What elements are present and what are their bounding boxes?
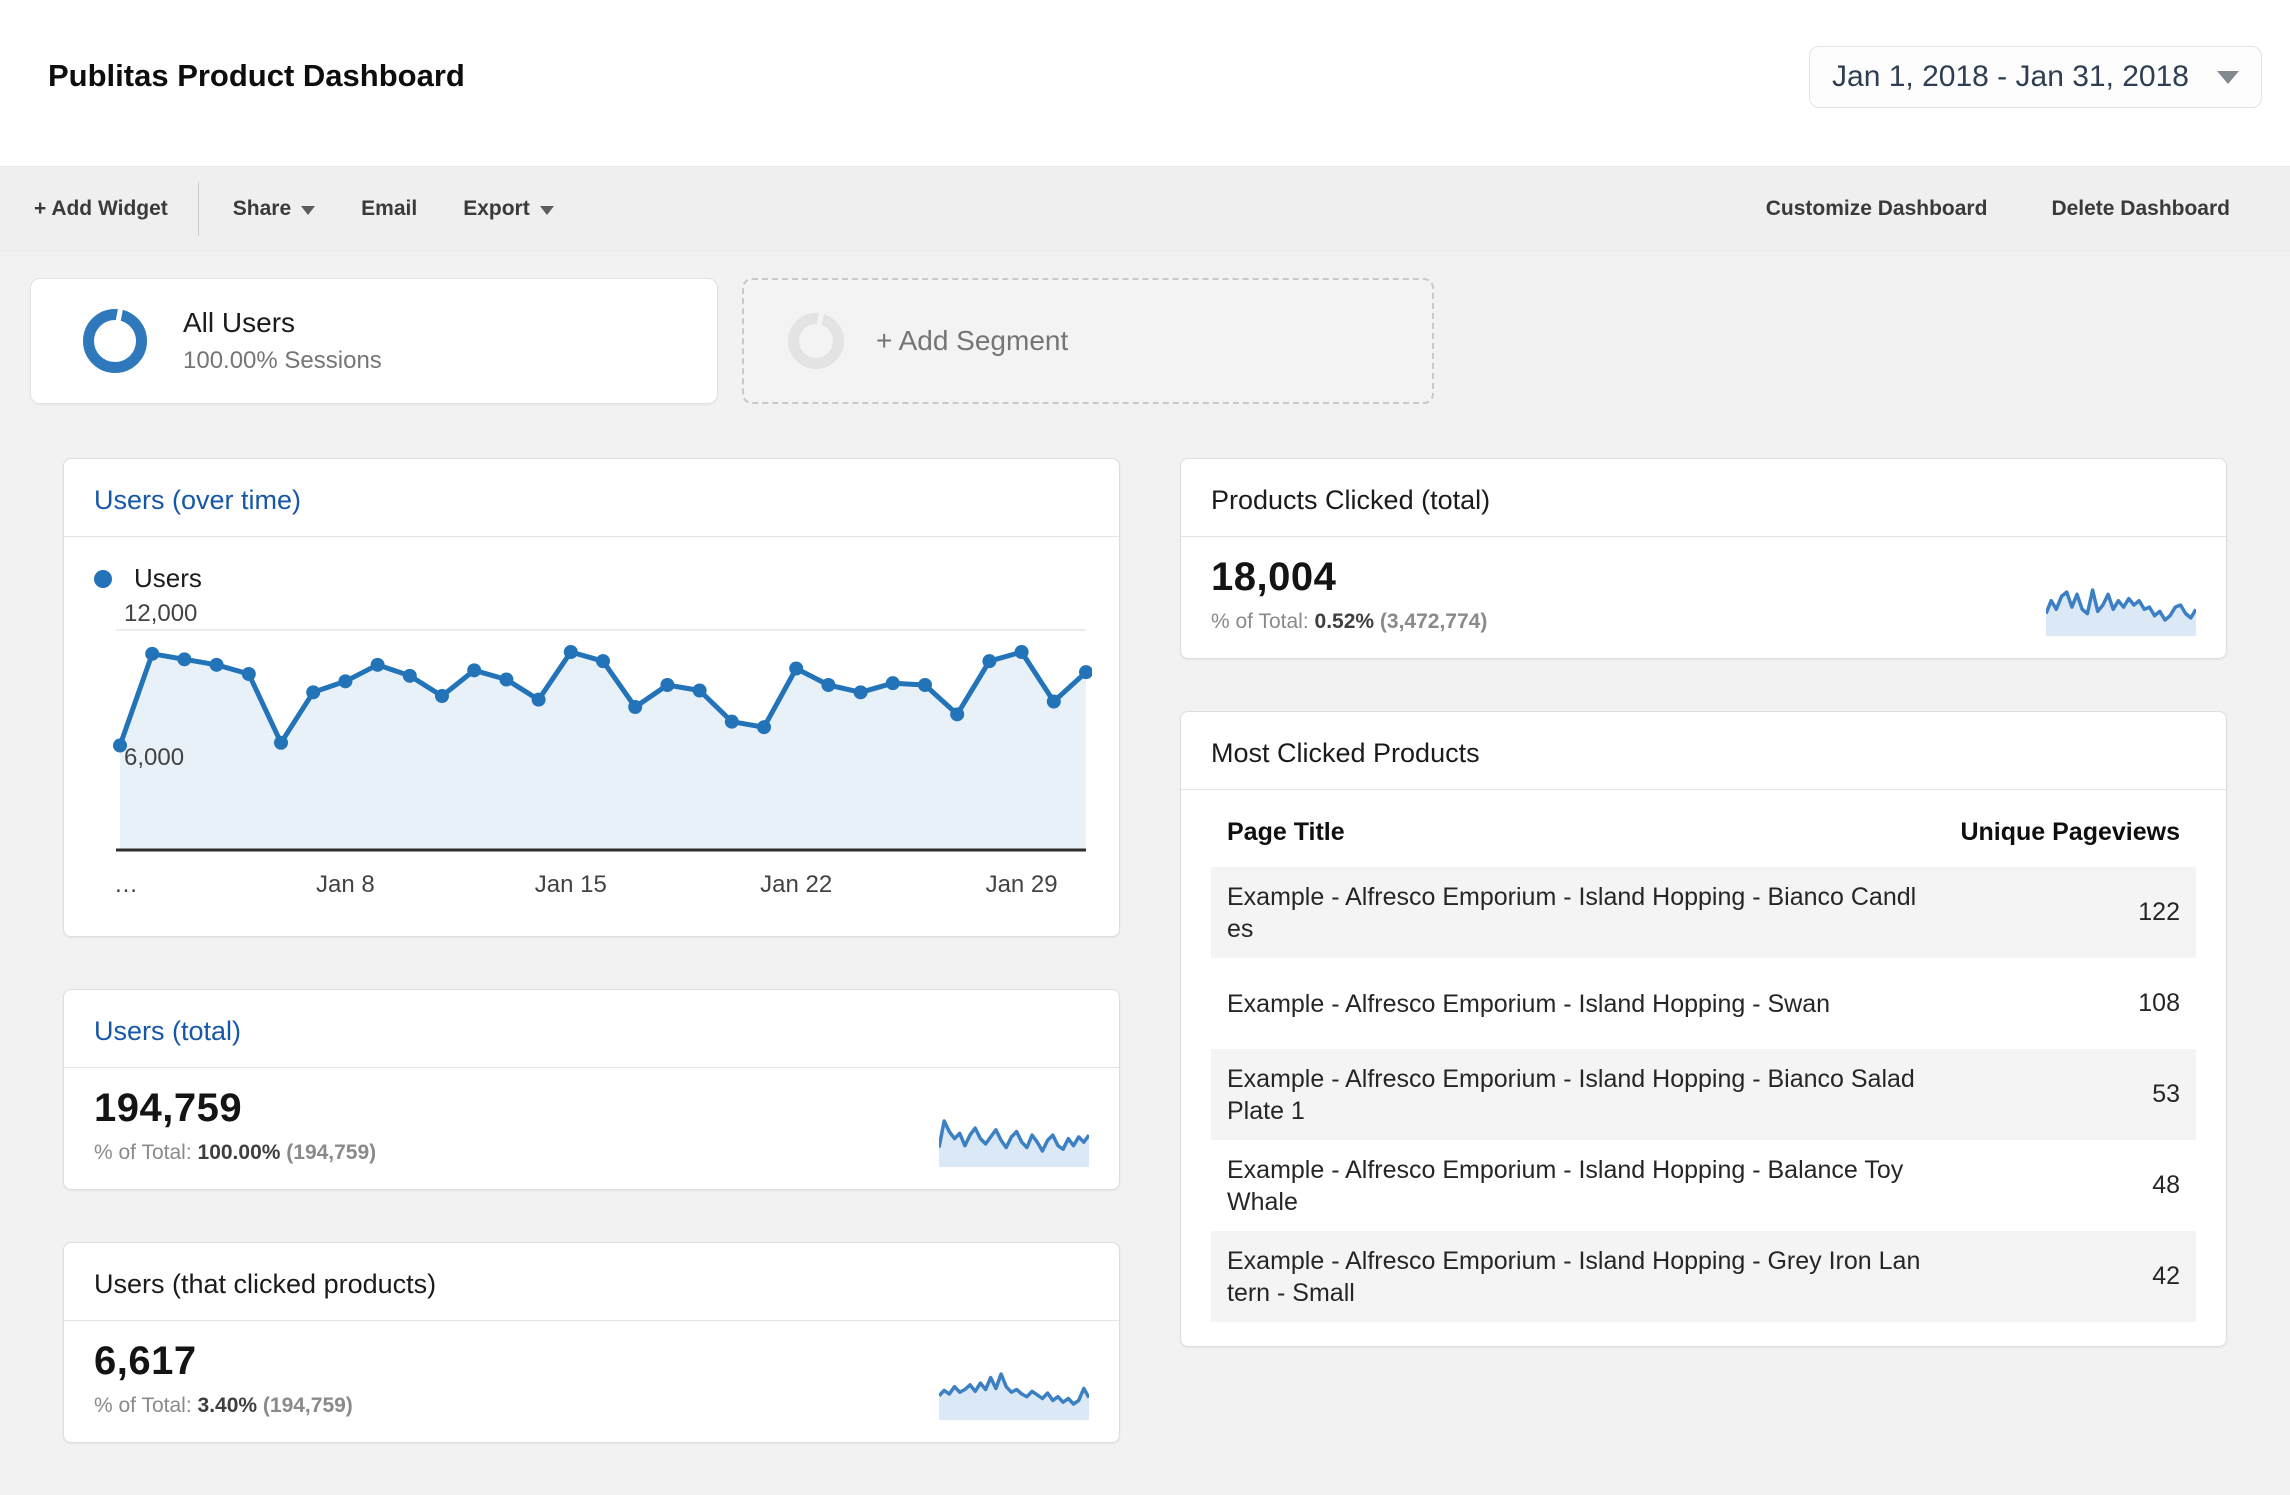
- divider: [1181, 536, 2226, 537]
- delete-dashboard-button[interactable]: Delete Dashboard: [2051, 197, 2230, 220]
- pct-of-total-label: % of Total:: [1211, 610, 1309, 633]
- add-segment-label: + Add Segment: [876, 325, 1069, 356]
- users-total-sparkline: [939, 1119, 1089, 1167]
- column-header-unique-pageviews[interactable]: Unique Pageviews: [1960, 818, 2180, 846]
- widget-title-link[interactable]: Users (over time): [94, 485, 302, 515]
- svg-text:Jan 29: Jan 29: [986, 871, 1058, 898]
- pct-value: 100.00%: [197, 1141, 281, 1164]
- divider: [64, 536, 1119, 537]
- pct-of-total-label: % of Total:: [94, 1394, 192, 1417]
- date-range-label: Jan 1, 2018 - Jan 31, 2018: [1832, 60, 2189, 93]
- widget-users-over-time: Users (over time) Users 6,000 12,000 … Jan …: [63, 458, 1120, 937]
- widget-users-clicked: Users (that clicked products) 6,617 % of…: [63, 1242, 1120, 1443]
- dashboard-content: Users (over time) Users 6,000 12,000 … Jan …: [0, 404, 2290, 1495]
- page-title-cell: Example - Alfresco Emporium - Island Hop…: [1227, 882, 1917, 943]
- metric-subline: % of Total: 100.00% (194,759): [94, 1141, 1089, 1165]
- segments-bar: All Users 100.00% Sessions + Add Segment: [0, 252, 2290, 404]
- base-value: (194,759): [262, 1394, 353, 1417]
- base-value: (194,759): [286, 1141, 377, 1164]
- metric-value: 18,004: [1211, 555, 1337, 599]
- unique-pageviews-cell: 42: [2152, 1262, 2180, 1290]
- svg-text:…: …: [114, 871, 138, 898]
- svg-text:Jan 15: Jan 15: [535, 871, 607, 898]
- pct-of-total-label: % of Total:: [94, 1141, 192, 1164]
- widget-most-clicked-products: Most Clicked Products Page Title Unique …: [1180, 711, 2227, 1347]
- chart-legend: Users: [94, 563, 1089, 594]
- divider: [1181, 789, 2226, 790]
- table-header: Page Title Unique Pageviews: [1211, 814, 2196, 867]
- segment-detail: 100.00% Sessions: [183, 347, 382, 374]
- add-widget-button[interactable]: + Add Widget: [34, 197, 168, 220]
- users-over-time-chart[interactable]: 6,000 12,000 … Jan 8 Jan 15 Jan 22 Jan 29: [94, 600, 1092, 912]
- email-button[interactable]: Email: [361, 197, 418, 220]
- unique-pageviews-cell: 122: [2138, 898, 2180, 926]
- page-title-cell: Example - Alfresco Emporium - Island Hop…: [1227, 1064, 1915, 1125]
- add-segment-button[interactable]: + Add Segment: [742, 278, 1434, 404]
- svg-text:Jan 8: Jan 8: [316, 871, 375, 898]
- table-row: Example - Alfresco Emporium - Island Hop…: [1211, 1231, 2196, 1322]
- table-row: Example - Alfresco Emporium - Island Hop…: [1211, 1140, 2196, 1231]
- divider: [64, 1320, 1119, 1321]
- pct-value: 0.52%: [1314, 610, 1375, 633]
- segment-donut-icon: [83, 306, 147, 373]
- share-button[interactable]: Share: [232, 197, 316, 221]
- share-label: Share: [232, 197, 292, 220]
- widget-title: Users (that clicked products): [94, 1269, 437, 1299]
- metric-subline: % of Total: 0.52% (3,472,774): [1211, 610, 2196, 634]
- chevron-down-icon: [2217, 70, 2239, 84]
- column-header-page-title[interactable]: Page Title: [1227, 818, 1345, 846]
- chevron-down-icon: [539, 206, 554, 215]
- legend-label: Users: [134, 563, 202, 593]
- divider: [64, 1067, 1119, 1068]
- table-row: Example - Alfresco Emporium - Island Hop…: [1211, 867, 2196, 958]
- legend-dot-icon: [94, 569, 112, 588]
- page-title-cell: Example - Alfresco Emporium - Island Hop…: [1227, 1246, 1921, 1307]
- svg-text:12,000: 12,000: [124, 600, 197, 627]
- unique-pageviews-cell: 108: [2138, 989, 2180, 1017]
- base-value: (3,472,774): [1379, 610, 1488, 633]
- unique-pageviews-cell: 53: [2152, 1080, 2180, 1108]
- metric-value: 6,617: [94, 1339, 197, 1383]
- date-range-picker[interactable]: Jan 1, 2018 - Jan 31, 2018: [1809, 46, 2262, 108]
- users-clicked-sparkline: [939, 1372, 1089, 1420]
- table-body: Example - Alfresco Emporium - Island Hop…: [1211, 867, 2196, 1322]
- widget-users-total: Users (total) 194,759 % of Total: 100.00…: [63, 989, 1120, 1190]
- customize-dashboard-button[interactable]: Customize Dashboard: [1765, 197, 1988, 220]
- toolbar-separator: [197, 182, 199, 236]
- pct-value: 3.40%: [197, 1394, 258, 1417]
- unique-pageviews-cell: 48: [2152, 1171, 2180, 1199]
- right-column: Products Clicked (total) 18,004 % of Tot…: [1180, 458, 2227, 1399]
- widget-products-clicked: Products Clicked (total) 18,004 % of Tot…: [1180, 458, 2227, 659]
- svg-text:Jan 22: Jan 22: [760, 871, 832, 898]
- segment-name: All Users: [183, 307, 296, 338]
- segment-all-users[interactable]: All Users 100.00% Sessions: [30, 278, 718, 404]
- widget-title: Most Clicked Products: [1211, 738, 1480, 768]
- widget-title-link[interactable]: Users (total): [94, 1016, 242, 1046]
- table-row: Example - Alfresco Emporium - Island Hop…: [1211, 1049, 2196, 1140]
- page-title-cell: Example - Alfresco Emporium - Island Hop…: [1227, 989, 1831, 1018]
- export-label: Export: [463, 197, 530, 220]
- products-clicked-sparkline: [2046, 588, 2196, 636]
- page-header: Publitas Product Dashboard Jan 1, 2018 -…: [0, 0, 2290, 166]
- left-column: Users (over time) Users 6,000 12,000 … Jan …: [63, 458, 1120, 1495]
- page-title-cell: Example - Alfresco Emporium - Island Hop…: [1227, 1155, 1904, 1216]
- segment-donut-icon-gray: [788, 310, 844, 369]
- page-title: Publitas Product Dashboard: [48, 58, 465, 93]
- table-row: Example - Alfresco Emporium - Island Hop…: [1211, 958, 2196, 1049]
- dashboard-toolbar: + Add Widget Share Email Export Customiz…: [0, 166, 2290, 252]
- metric-value: 194,759: [94, 1086, 243, 1130]
- export-button[interactable]: Export: [463, 197, 554, 221]
- chevron-down-icon: [301, 206, 316, 215]
- widget-title: Products Clicked (total): [1211, 485, 1491, 515]
- svg-text:6,000: 6,000: [124, 744, 184, 771]
